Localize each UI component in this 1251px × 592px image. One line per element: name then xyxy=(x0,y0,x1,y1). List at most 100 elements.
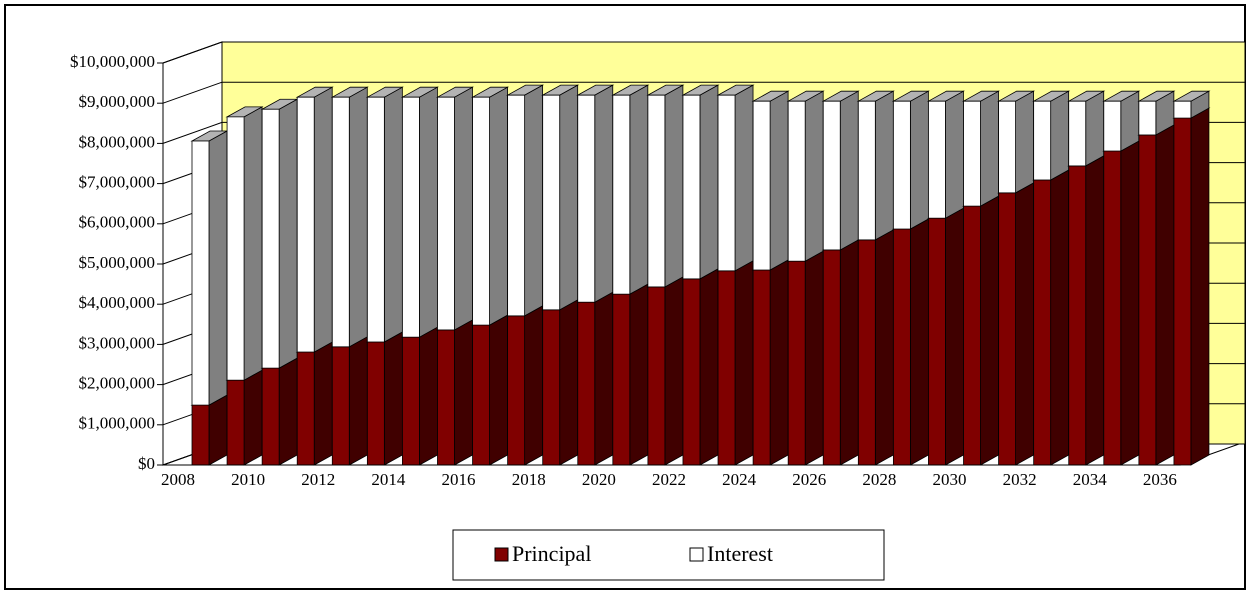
bar xyxy=(822,249,841,466)
x-tick-label: 2010 xyxy=(231,470,265,489)
bar xyxy=(1103,100,1122,152)
x-tick-label: 2018 xyxy=(512,470,546,489)
bar-side xyxy=(699,268,719,466)
bar-side xyxy=(734,84,754,272)
bar-side xyxy=(1085,155,1105,466)
bar xyxy=(366,341,385,466)
x-tick-label: 2026 xyxy=(792,470,826,489)
bar xyxy=(331,96,350,348)
bar xyxy=(963,100,981,207)
axes: $0 $1,000,000 $2,000,000 $3,000,000 $4,000,0… xyxy=(70,52,1180,489)
bar-side xyxy=(629,84,649,295)
bar xyxy=(1033,179,1052,466)
y-tick-label: $2,000,000 xyxy=(79,374,156,393)
bar-side xyxy=(734,260,754,466)
bar xyxy=(928,100,946,219)
bar xyxy=(857,100,876,241)
bar-side xyxy=(769,90,789,271)
bar-side xyxy=(594,84,614,303)
bar xyxy=(892,228,911,466)
bar xyxy=(1173,117,1192,466)
bars xyxy=(190,84,1211,466)
bar xyxy=(612,94,631,295)
bar-side xyxy=(524,84,544,317)
bar-side xyxy=(454,86,473,331)
x-tick-label: 2022 xyxy=(652,470,686,489)
y-tick-label: $3,000,000 xyxy=(79,333,156,352)
bar-side xyxy=(629,283,649,466)
x-tick-label: 2028 xyxy=(862,470,896,489)
bar xyxy=(437,329,455,466)
legend: Principal Interest xyxy=(452,529,885,581)
y-tick-label: $4,000,000 xyxy=(79,293,156,312)
bar xyxy=(261,108,280,369)
bar-side xyxy=(383,331,403,466)
bar xyxy=(1138,134,1157,466)
bar xyxy=(191,404,210,466)
bar xyxy=(1033,100,1052,181)
bar xyxy=(1173,100,1192,119)
bar-side xyxy=(559,299,579,466)
grid-line-side xyxy=(162,81,223,104)
bar-side xyxy=(769,259,789,466)
grid-line-side xyxy=(162,41,223,64)
bar-side xyxy=(664,276,684,466)
bar xyxy=(577,94,596,303)
bar xyxy=(1138,100,1157,136)
x-tick-label: 2014 xyxy=(371,470,406,489)
y-tick-label: $5,000,000 xyxy=(79,253,156,272)
y-tick-label: $10,000,000 xyxy=(70,52,155,71)
x-tick-label: 2008 xyxy=(161,470,195,489)
bar-side xyxy=(874,90,894,241)
bar xyxy=(402,96,420,338)
bar-side xyxy=(278,357,298,466)
bar xyxy=(577,301,596,466)
bar xyxy=(1068,165,1087,466)
x-tick-label: 2024 xyxy=(722,470,757,489)
bar-side xyxy=(243,106,263,381)
bar-side xyxy=(348,86,368,348)
bar xyxy=(191,140,210,406)
bar xyxy=(647,286,666,466)
bar xyxy=(857,239,876,466)
bar-side xyxy=(980,195,999,466)
y-tick-label: $7,000,000 xyxy=(79,173,156,192)
bar-side xyxy=(945,207,964,466)
bar-side xyxy=(524,305,544,466)
bar xyxy=(998,192,1016,466)
x-tick-label: 2036 xyxy=(1143,470,1177,489)
y-tick-label: $8,000,000 xyxy=(79,132,156,151)
bar xyxy=(752,100,771,271)
bar-side xyxy=(419,86,438,338)
bar-side xyxy=(278,98,298,369)
bar xyxy=(787,260,806,466)
bar-side xyxy=(559,84,579,311)
bar xyxy=(928,217,946,466)
bar-side xyxy=(945,90,964,219)
bar xyxy=(1103,150,1122,466)
bar-side xyxy=(489,314,508,466)
bar-side xyxy=(980,90,999,207)
bar-side xyxy=(699,84,719,280)
legend-label: Interest xyxy=(707,541,773,566)
bar-side xyxy=(804,90,824,262)
bar xyxy=(542,309,561,466)
bar xyxy=(682,278,701,466)
legend-box xyxy=(452,529,885,581)
bar-side xyxy=(489,86,508,326)
bar-side xyxy=(208,130,228,406)
bar-side xyxy=(313,86,333,353)
bar xyxy=(507,94,526,317)
bar-side xyxy=(348,336,368,466)
y-tick-label: $6,000,000 xyxy=(79,213,156,232)
bar xyxy=(331,346,350,466)
bar-side xyxy=(1155,124,1175,466)
bar-side xyxy=(1120,90,1140,152)
x-tick-label: 2012 xyxy=(301,470,335,489)
bar xyxy=(437,96,455,331)
bar xyxy=(226,379,245,466)
bar-side xyxy=(419,326,438,466)
x-tick-label: 2034 xyxy=(1073,470,1108,489)
bar-side xyxy=(839,239,859,466)
